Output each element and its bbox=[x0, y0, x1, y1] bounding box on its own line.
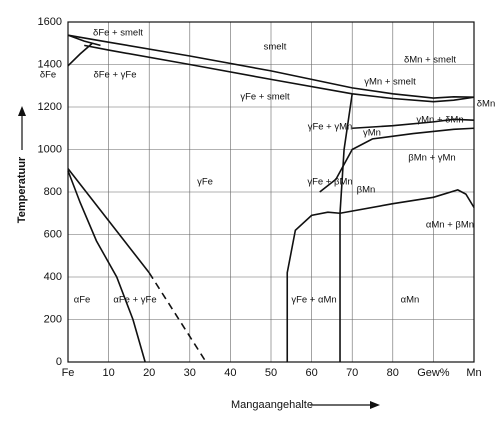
x-tick-label: Fe bbox=[62, 367, 75, 379]
plot-frame bbox=[67, 21, 475, 363]
y-tick-label: 200 bbox=[44, 313, 62, 325]
phase-boundary bbox=[352, 118, 475, 130]
y-tick-label: 1000 bbox=[38, 143, 62, 155]
x-arrowhead bbox=[370, 401, 380, 409]
region-label: γMn bbox=[363, 128, 381, 139]
region-label: δFe + smelt bbox=[93, 28, 143, 39]
region-label: αFe bbox=[74, 295, 91, 306]
phase-boundary bbox=[67, 42, 93, 67]
region-label: γMn + smelt bbox=[364, 77, 416, 88]
x-tick-label: 20 bbox=[143, 367, 155, 379]
region-label: γMn + δMn bbox=[416, 115, 463, 126]
region-label: δMn bbox=[477, 99, 496, 110]
phase-boundary bbox=[339, 189, 475, 215]
region-label: δFe bbox=[40, 70, 56, 81]
y-tick-label: 400 bbox=[44, 271, 62, 283]
region-label: δMn + smelt bbox=[404, 55, 456, 66]
y-tick-label: 1600 bbox=[38, 16, 62, 28]
x-tick-label: 30 bbox=[184, 367, 196, 379]
x-axis-label: Mangaangehalte bbox=[231, 399, 313, 411]
phase-boundary bbox=[148, 272, 207, 363]
phase-boundary bbox=[67, 168, 150, 274]
region-label: βMn + γMn bbox=[408, 153, 455, 164]
y-tick-label: 0 bbox=[56, 356, 62, 368]
region-label: βMn bbox=[357, 185, 376, 196]
x-tick-label: Mn bbox=[466, 367, 481, 379]
x-tick-label: 40 bbox=[224, 367, 236, 379]
y-axis-label: Temperatuur bbox=[16, 156, 28, 223]
phase-boundary bbox=[286, 211, 341, 362]
phase-boundary bbox=[339, 93, 353, 362]
region-label: αFe + γFe bbox=[113, 295, 156, 306]
x-tick-label: Gew% bbox=[417, 367, 450, 379]
x-tick-label: 70 bbox=[346, 367, 358, 379]
x-tick-label: 10 bbox=[102, 367, 114, 379]
phase-boundary bbox=[67, 34, 101, 47]
phase-boundary bbox=[67, 34, 475, 99]
region-label: γFe + βMn bbox=[307, 177, 352, 188]
region-label: γFe + smelt bbox=[240, 92, 290, 103]
y-tick-label: 1400 bbox=[38, 58, 62, 70]
y-tick-label: 1200 bbox=[38, 101, 62, 113]
y-tick-label: 600 bbox=[44, 228, 62, 240]
phase-boundary bbox=[319, 127, 475, 193]
phase-boundary bbox=[67, 170, 146, 363]
x-tick-label: 80 bbox=[387, 367, 399, 379]
y-arrowhead bbox=[18, 106, 26, 116]
region-label: αMn bbox=[401, 295, 420, 306]
x-tick-label: 50 bbox=[265, 367, 277, 379]
x-tick-label: 60 bbox=[305, 367, 317, 379]
region-label: γFe bbox=[197, 177, 213, 188]
y-tick-label: 800 bbox=[44, 186, 62, 198]
region-label: smelt bbox=[264, 42, 287, 53]
region-label: δFe + γFe bbox=[93, 70, 136, 81]
region-label: αMn + βMn bbox=[426, 220, 474, 231]
region-label: γFe + γMn bbox=[308, 122, 353, 133]
region-label: γFe + αMn bbox=[291, 295, 336, 306]
